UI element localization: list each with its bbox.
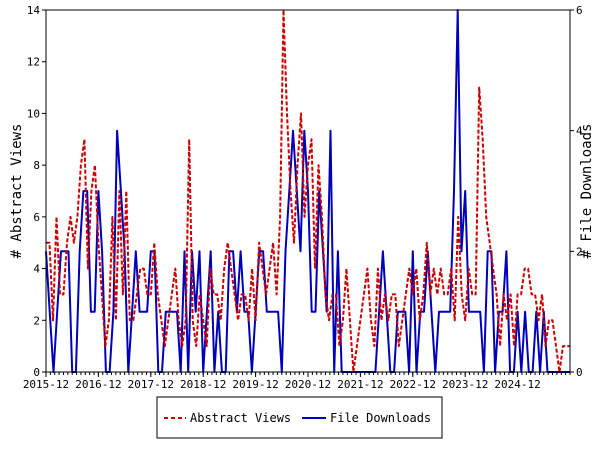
y-right-tick-label: 4 bbox=[576, 125, 583, 138]
x-tick-label: 2019-12 bbox=[232, 378, 278, 391]
series-line-abstract-views bbox=[46, 9, 570, 373]
y-left-tick-label: 10 bbox=[27, 107, 40, 120]
y-left-tick-label: 4 bbox=[33, 263, 40, 276]
y-left-tick-label: 14 bbox=[27, 4, 41, 17]
y-right-tick-label: 6 bbox=[576, 4, 583, 17]
x-tick-label: 2020-12 bbox=[285, 378, 331, 391]
y-axis-left-title: # Abstract Views bbox=[9, 124, 25, 259]
y-left-tick-label: 0 bbox=[33, 366, 40, 379]
y-right-tick-label: 0 bbox=[576, 366, 583, 379]
series-line-file-downloads bbox=[45, 9, 570, 373]
y-axis-right-title: # File Downloads bbox=[579, 124, 595, 259]
x-tick-label: 2022-12 bbox=[390, 378, 436, 391]
y-left-tick-label: 8 bbox=[33, 159, 40, 172]
legend: Abstract Views File Downloads bbox=[156, 396, 443, 439]
x-tick-label: 2016-12 bbox=[75, 378, 121, 391]
y-left-tick-label: 2 bbox=[33, 314, 40, 327]
x-tick-label: 2015-12 bbox=[23, 378, 69, 391]
y-axis-left: 0 2 4 6 8 10 12 14 bbox=[27, 4, 46, 379]
x-tick-label: 2023-12 bbox=[442, 378, 488, 391]
legend-label-abstract-views: Abstract Views bbox=[190, 411, 291, 425]
y-right-tick-label: 2 bbox=[576, 245, 583, 258]
x-tick-label: 2017-12 bbox=[128, 378, 174, 391]
x-axis: 2015-12 2016-12 2017-12 2018-12 2019-12 2020-… bbox=[23, 372, 571, 391]
y-left-tick-label: 6 bbox=[33, 211, 40, 224]
plot-series bbox=[45, 9, 570, 373]
y-left-tick-label: 12 bbox=[27, 56, 40, 69]
legend-label-file-downloads: File Downloads bbox=[330, 411, 431, 425]
legend-box bbox=[156, 396, 443, 439]
x-tick-label: 2024-12 bbox=[494, 378, 540, 391]
y-axis-right: 0 2 4 6 bbox=[570, 4, 583, 379]
x-tick-label: 2021-12 bbox=[337, 378, 383, 391]
x-tick-label: 2018-12 bbox=[180, 378, 226, 391]
